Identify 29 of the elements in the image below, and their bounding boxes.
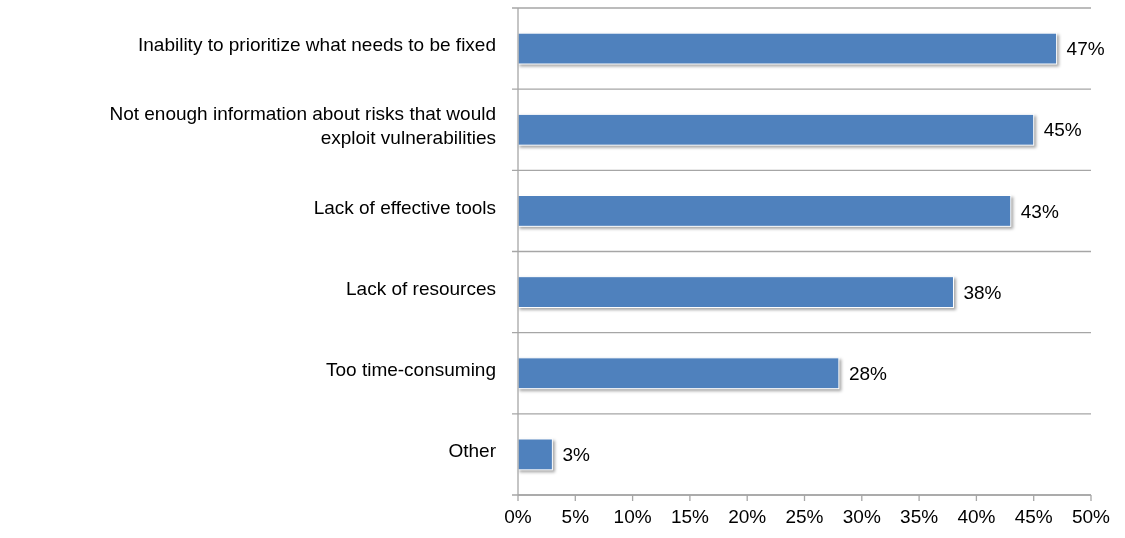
bar bbox=[517, 276, 954, 309]
data-label: 43% bbox=[1020, 200, 1059, 222]
x-tick-label: 10% bbox=[613, 506, 652, 527]
x-tick-label: 0% bbox=[504, 506, 532, 527]
data-label: 38% bbox=[963, 281, 1002, 303]
y-tick-label: Lack of effective tools bbox=[313, 196, 496, 218]
bar bbox=[517, 438, 553, 471]
bar bbox=[517, 32, 1058, 65]
x-tick-label: 35% bbox=[900, 506, 939, 527]
data-label: 28% bbox=[848, 362, 888, 384]
y-tick-label: Lack of resources bbox=[346, 277, 496, 299]
data-label: 45% bbox=[1043, 119, 1082, 141]
x-tick-label: 5% bbox=[561, 506, 590, 527]
bar bbox=[517, 357, 840, 390]
bar bbox=[517, 113, 1035, 146]
y-tick-label: Inability to prioritize what needs to be fixed bbox=[137, 34, 496, 56]
y-tick-label: Too time-consuming bbox=[325, 358, 496, 380]
x-tick-label: 30% bbox=[842, 506, 881, 527]
data-label: 3% bbox=[562, 444, 590, 466]
data-label: 47% bbox=[1066, 38, 1105, 60]
y-tick-label: Other bbox=[448, 440, 497, 462]
x-tick-label: 50% bbox=[1071, 506, 1111, 527]
x-tick-label: 15% bbox=[670, 506, 710, 527]
bar bbox=[517, 195, 1012, 227]
x-tick-label: 20% bbox=[728, 506, 767, 527]
x-tick-label: 40% bbox=[957, 506, 996, 527]
x-tick-label: 25% bbox=[785, 506, 824, 527]
y-tick-label: Not enough information about risks that would exploit vulnerabilities bbox=[109, 103, 496, 149]
x-tick-label: 45% bbox=[1014, 506, 1053, 527]
